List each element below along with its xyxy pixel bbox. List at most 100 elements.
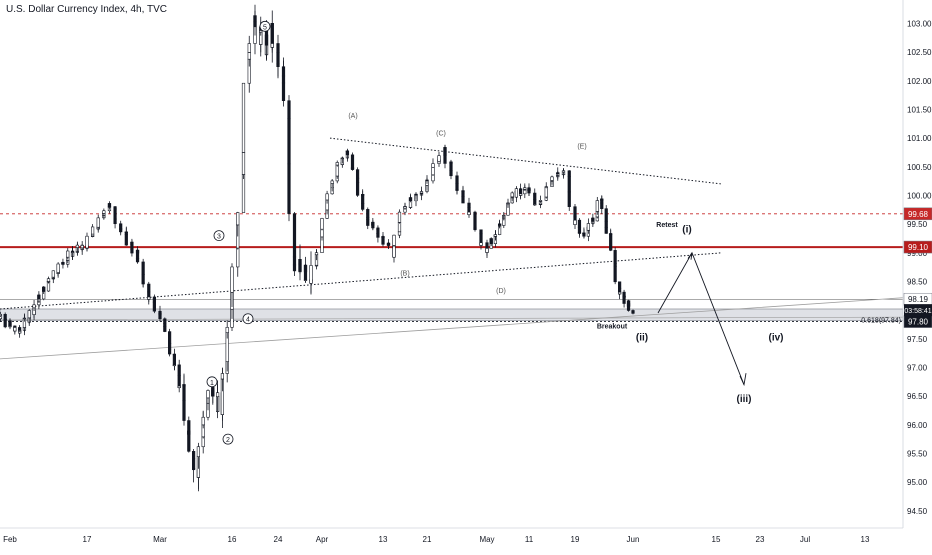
y-tick-label: 101.00: [907, 134, 932, 143]
fib-label: 0.618(97.84): [861, 317, 901, 324]
candle-body: [320, 218, 324, 230]
x-tick-label: Jul: [800, 535, 810, 544]
triangle-wave-label: (A): [348, 113, 357, 120]
candle-body: [567, 176, 571, 193]
candle-body: [425, 179, 429, 182]
x-tick-label: 21: [423, 535, 432, 544]
candle-body: [211, 387, 215, 397]
candle-body: [403, 206, 407, 209]
candle-body: [497, 223, 502, 226]
candle-body: [609, 248, 613, 251]
candle-body: [27, 310, 31, 319]
candle-body: [61, 263, 65, 265]
wave-circle: [259, 20, 271, 32]
price-axis-bg: [903, 0, 932, 550]
candle-body: [449, 170, 453, 177]
candle-body: [281, 82, 286, 102]
candle-body: [595, 200, 599, 212]
candle-body: [510, 192, 514, 198]
candle-body: [147, 296, 151, 300]
wave-label: 4: [246, 317, 250, 324]
candle-body: [220, 373, 225, 380]
candle-body: [335, 164, 339, 177]
candle-body: [397, 211, 402, 223]
candle-body: [236, 212, 240, 226]
x-tick-label: 24: [274, 535, 283, 544]
candle-body: [187, 430, 191, 452]
projection-wave-label: (iv): [769, 333, 784, 344]
candle-body: [107, 206, 112, 208]
y-tick-label: 98.50: [907, 277, 928, 286]
candle-body: [467, 202, 471, 208]
candle-body: [350, 167, 355, 170]
candle-body: [182, 384, 186, 401]
projection-wave-label: (i): [682, 225, 691, 236]
candle-body: [51, 270, 55, 278]
breakout-label: Breakout: [597, 323, 628, 330]
arrow-head: [739, 373, 747, 387]
candle-body: [493, 234, 498, 237]
candle-body: [287, 163, 291, 214]
candle-body: [247, 43, 251, 53]
candle-body: [335, 162, 339, 166]
candle-body: [397, 231, 402, 236]
candle-body: [168, 348, 172, 355]
candle-body: [42, 286, 46, 292]
x-tick-label: 15: [712, 535, 721, 544]
candle-body: [91, 226, 95, 235]
price-tag: [903, 207, 932, 221]
candle-body: [533, 199, 537, 205]
candle-body: [85, 235, 89, 249]
price-tag-label: 98.19: [908, 295, 929, 304]
candle-body: [196, 446, 201, 457]
candle-body: [172, 364, 177, 367]
candle-body: [544, 187, 548, 198]
triangle-wave-label: (B): [400, 271, 409, 278]
candle-body: [582, 233, 586, 237]
candle-body: [113, 218, 117, 225]
candle-body: [345, 150, 350, 156]
y-tick-label: 102.00: [907, 77, 932, 86]
candle-body: [287, 118, 291, 165]
candle-body: [124, 234, 128, 246]
candle-body: [618, 281, 622, 289]
candle-body: [479, 242, 483, 246]
candle-body: [13, 327, 17, 332]
candle-body: [292, 213, 297, 258]
wave-circle: [222, 433, 234, 445]
trendline-flat: [0, 316, 932, 321]
candle-body: [523, 187, 527, 190]
wave-label: 2: [226, 437, 230, 444]
candle-body: [591, 217, 595, 222]
candle-body: [506, 202, 510, 205]
candle-body: [392, 245, 396, 258]
candle-body: [163, 326, 167, 332]
candle-body: [230, 266, 234, 293]
candle-body: [577, 232, 582, 234]
candle-body: [46, 278, 51, 282]
candle-body: [253, 15, 257, 28]
triangle-wave-label: (E): [577, 143, 586, 150]
candle-body: [586, 223, 590, 231]
candle-body: [340, 157, 344, 160]
candle-body: [201, 416, 205, 426]
y-tick-label: 100.50: [907, 163, 932, 172]
candle-body: [431, 163, 435, 168]
chart-title: U.S. Dollar Currency Index, 4h, TVC: [6, 4, 167, 15]
candle-body: [298, 259, 302, 273]
candle-body: [361, 203, 365, 210]
candle-body: [455, 189, 459, 191]
candle-body: [276, 63, 280, 68]
candle-body: [361, 194, 365, 204]
candle-body: [225, 327, 229, 333]
retest-label: Retest: [656, 222, 678, 229]
candle-body: [473, 227, 477, 231]
triangle-upper-line: [329, 137, 723, 185]
candle-body: [247, 52, 251, 60]
candle-body: [0, 313, 2, 317]
wave-circle: [242, 313, 254, 325]
triangle-wave-label: (C): [436, 130, 446, 137]
candle-body: [102, 210, 106, 214]
